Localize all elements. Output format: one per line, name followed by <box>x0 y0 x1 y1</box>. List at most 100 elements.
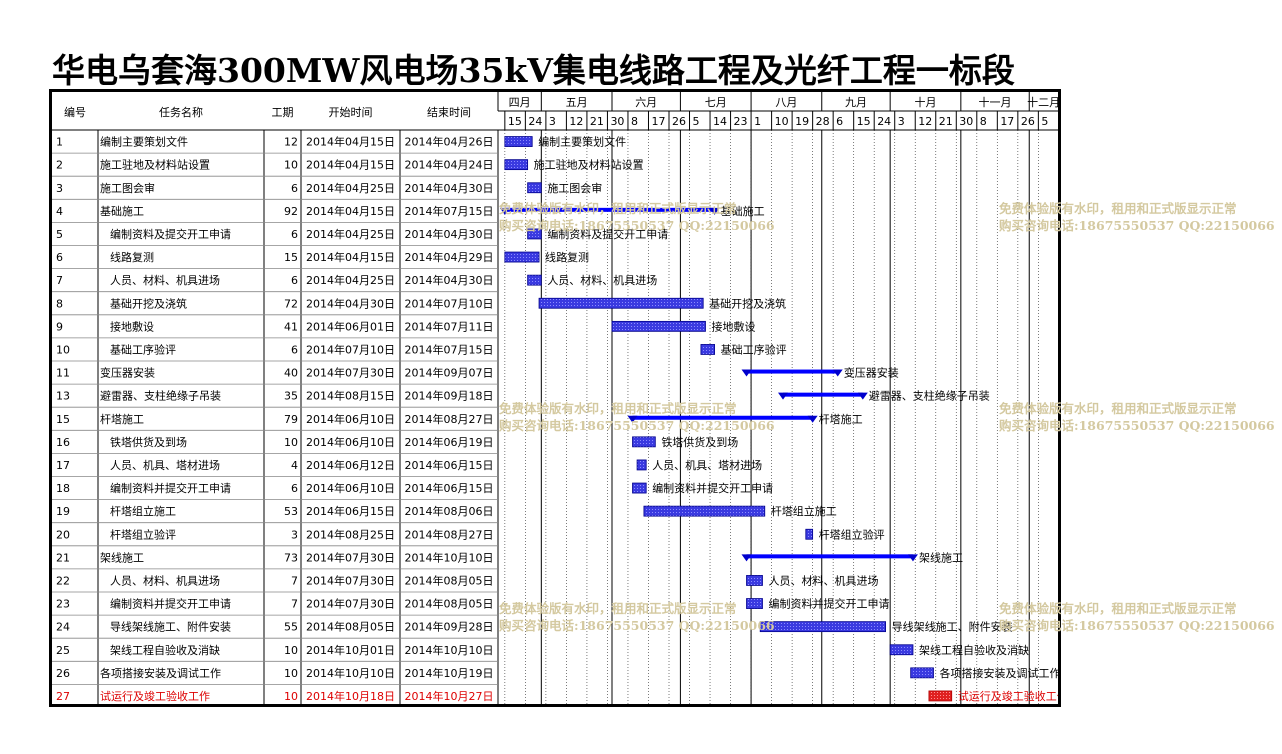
cell-id: 10 <box>56 343 70 356</box>
cell-start: 2014年10月10日 <box>306 666 395 680</box>
summary-end-marker <box>832 369 843 377</box>
cell-id: 1 <box>56 136 63 149</box>
cell-duration: 6 <box>291 182 298 195</box>
cell-task-name: 人员、机具、塔材进场 <box>110 458 220 472</box>
cell-duration: 41 <box>284 320 298 333</box>
month-label: 九月 <box>845 96 867 109</box>
week-tick-label: 30 <box>959 115 973 128</box>
cell-task-name: 编制资料并提交开工申请 <box>110 481 231 495</box>
summary-start-marker <box>627 415 638 423</box>
task-bar <box>759 621 887 633</box>
week-tick-label: 15 <box>508 115 522 128</box>
cell-id: 22 <box>56 574 70 587</box>
cell-task-name: 接地敷设 <box>110 319 154 333</box>
bar-label: 变压器安装 <box>844 366 899 380</box>
cell-end: 2014年07月10日 <box>405 296 494 310</box>
bar-label: 试运行及竣工验收工作 <box>958 689 1058 703</box>
cell-end: 2014年06月15日 <box>405 481 494 495</box>
cell-task-name: 导线架线施工、附件安装 <box>110 620 231 634</box>
cell-duration: 55 <box>284 621 298 634</box>
cell-id: 8 <box>56 297 63 310</box>
bar-label: 线路复测 <box>545 250 589 264</box>
cell-end: 2014年08月05日 <box>405 573 494 587</box>
summary-bar <box>746 369 838 374</box>
cell-end: 2014年04月26日 <box>405 135 494 149</box>
cell-start: 2014年06月01日 <box>306 319 395 333</box>
cell-end: 2014年10月10日 <box>405 550 494 564</box>
week-tick-label: 17 <box>1000 115 1014 128</box>
cell-duration: 10 <box>284 436 298 449</box>
bar-label: 编制资料并提交开工申请 <box>652 481 773 495</box>
column-header-name: 任务名称 <box>159 105 203 119</box>
column-header-duration: 工期 <box>272 106 294 119</box>
summary-start-marker <box>499 207 510 215</box>
week-tick-label: 21 <box>939 115 953 128</box>
task-bar <box>538 297 704 309</box>
cell-task-name: 架线施工 <box>100 550 144 564</box>
summary-end-marker <box>709 207 720 215</box>
cell-end: 2014年10月10日 <box>405 643 494 657</box>
cell-end: 2014年09月07日 <box>405 366 494 380</box>
bar-label: 编制资料及提交开工申请 <box>547 227 668 241</box>
week-tick-label: 12 <box>569 115 583 128</box>
cell-task-name: 杆塔组立施工 <box>110 504 176 518</box>
cell-start: 2014年06月12日 <box>306 458 395 472</box>
cell-id: 4 <box>56 205 63 218</box>
cell-task-name: 人员、材料、机具进场 <box>110 573 220 587</box>
month-label: 四月 <box>509 96 531 109</box>
cell-duration: 15 <box>284 251 298 264</box>
week-tick-label: 24 <box>528 115 542 128</box>
column-header-start: 开始时间 <box>329 105 373 119</box>
cell-start: 2014年06月10日 <box>306 435 395 449</box>
cell-id: 24 <box>56 621 70 634</box>
cell-start: 2014年08月15日 <box>306 389 395 403</box>
cell-id: 11 <box>56 367 70 380</box>
week-tick-label: 26 <box>1021 115 1035 128</box>
cell-task-name: 变压器安装 <box>100 366 155 380</box>
summary-end-marker <box>907 554 918 562</box>
task-bar <box>928 690 953 702</box>
cell-id: 7 <box>56 274 63 287</box>
week-tick-label: 6 <box>836 115 843 128</box>
cell-duration: 6 <box>291 228 298 241</box>
cell-end: 2014年08月05日 <box>405 597 494 611</box>
bar-label: 施工驻地及材料站设置 <box>534 158 644 172</box>
cell-id: 5 <box>56 228 63 241</box>
cell-id: 13 <box>56 390 70 403</box>
cell-task-name: 编制资料及提交开工申请 <box>110 227 231 241</box>
cell-end: 2014年08月27日 <box>405 527 494 541</box>
bar-label: 架线施工 <box>919 550 963 564</box>
week-tick-label: 14 <box>713 115 727 128</box>
summary-bar <box>783 392 863 397</box>
cell-duration: 92 <box>284 205 298 218</box>
bar-label: 人员、材料、机具进场 <box>547 273 657 287</box>
cell-end: 2014年10月27日 <box>405 689 494 703</box>
cell-start: 2014年04月25日 <box>306 181 395 195</box>
week-tick-label: 15 <box>857 115 871 128</box>
bar-label: 基础开挖及浇筑 <box>709 296 786 310</box>
cell-task-name: 杆塔施工 <box>100 412 144 426</box>
bar-label: 编制主要策划文件 <box>538 135 626 149</box>
cell-task-name: 施工图会审 <box>100 181 155 195</box>
cell-start: 2014年04月30日 <box>306 296 395 310</box>
bar-label: 杆塔组立施工 <box>771 504 837 518</box>
bar-label: 导线架线施工、附件安装 <box>892 620 1013 634</box>
cell-end: 2014年04月24日 <box>405 158 494 172</box>
bar-label: 铁塔供货及到场 <box>661 435 738 449</box>
cell-duration: 10 <box>284 644 298 657</box>
task-bar <box>527 182 542 194</box>
cell-duration: 6 <box>291 482 298 495</box>
week-tick-label: 30 <box>610 115 624 128</box>
cell-start: 2014年04月15日 <box>306 204 395 218</box>
cell-duration: 40 <box>284 367 298 380</box>
cell-id: 27 <box>56 690 70 703</box>
page-title: 华电乌套海300MW风电场35kV集电线路工程及光纤工程一标段 <box>52 51 1015 90</box>
cell-end: 2014年10月19日 <box>405 666 494 680</box>
week-tick-label: 8 <box>980 115 987 128</box>
bar-label: 避雷器、支柱绝缘子吊装 <box>869 389 990 403</box>
week-tick-label: 3 <box>898 115 905 128</box>
bar-label: 基础施工 <box>721 205 765 218</box>
bar-label: 接地敷设 <box>711 319 755 333</box>
summary-start-marker <box>741 369 752 377</box>
cell-id: 18 <box>56 482 70 495</box>
